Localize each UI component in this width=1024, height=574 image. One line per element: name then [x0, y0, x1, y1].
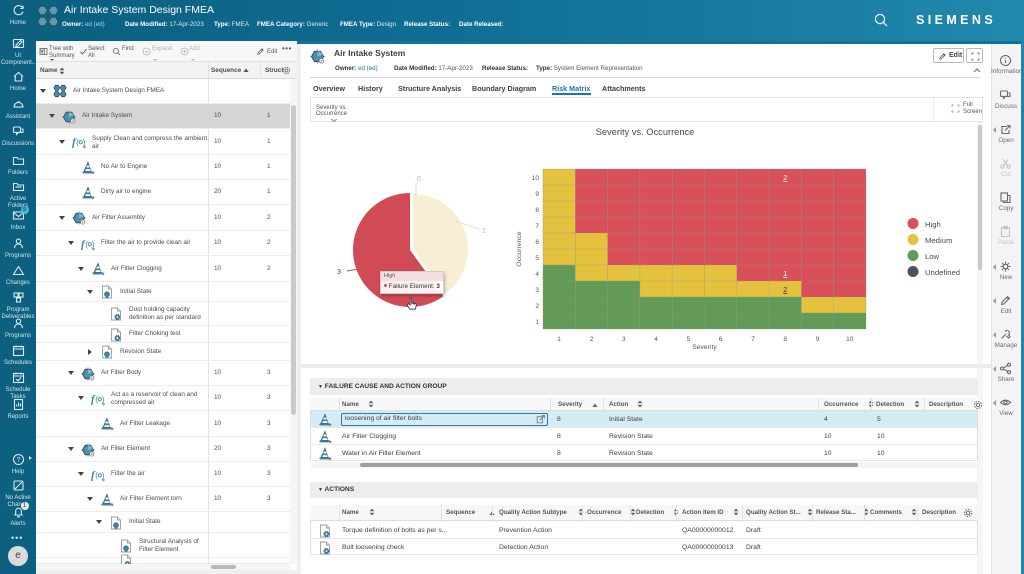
svg-text:?: ?: [16, 457, 20, 464]
svg-text:f: f: [72, 137, 77, 149]
svg-text:(: (: [76, 138, 79, 147]
svg-text:): ): [102, 395, 105, 404]
svg-text:(: (: [95, 395, 98, 404]
svg-text:): ): [92, 240, 95, 249]
svg-text:f: f: [91, 394, 96, 406]
svg-text:(: (: [85, 240, 88, 249]
svg-text:): ): [83, 138, 86, 147]
svg-text:f: f: [81, 239, 86, 251]
svg-text:): ): [102, 471, 105, 480]
svg-text:(: (: [95, 471, 98, 480]
svg-text:f: f: [91, 470, 96, 482]
